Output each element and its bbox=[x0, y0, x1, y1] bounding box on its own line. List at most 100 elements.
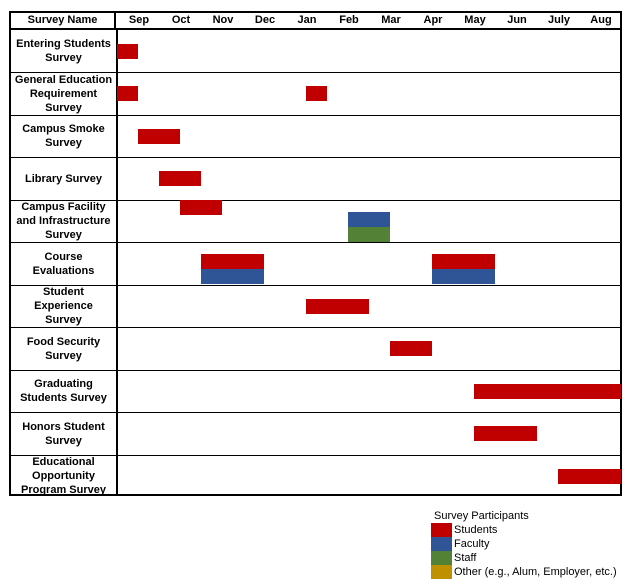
month-header-may: May bbox=[464, 14, 486, 26]
month-header-apr: Apr bbox=[423, 14, 443, 26]
bar-segment-students bbox=[138, 128, 180, 144]
survey-period-bar bbox=[474, 383, 621, 399]
bar-segment-staff bbox=[348, 226, 390, 242]
survey-period-bar bbox=[348, 211, 390, 242]
survey-name: General Education Requirement Survey bbox=[11, 73, 116, 116]
survey-name-line: Student bbox=[43, 286, 84, 299]
month-header-jan: Jan bbox=[297, 14, 317, 26]
survey-name-line: Course bbox=[44, 250, 83, 263]
survey-period-bar bbox=[159, 171, 201, 187]
survey-name-line: Survey bbox=[45, 101, 82, 114]
survey-name-line: Experience bbox=[34, 300, 93, 313]
survey-row: Course Evaluations bbox=[11, 243, 620, 286]
survey-name: Campus Smoke Survey bbox=[11, 115, 116, 158]
survey-name-line: Survey bbox=[45, 52, 82, 65]
survey-row: Library Survey bbox=[11, 158, 620, 201]
survey-name-line: and Infrastructure bbox=[16, 215, 111, 228]
survey-name-line: Requirement bbox=[29, 87, 98, 100]
survey-name: Student Experience Survey bbox=[11, 285, 116, 328]
survey-name-line: Honors Student bbox=[22, 420, 105, 433]
bar-segment-students bbox=[306, 86, 327, 102]
bar-segment-students bbox=[117, 86, 138, 102]
survey-name-line: Opportunity bbox=[32, 470, 95, 483]
legend-item: Staff bbox=[431, 551, 631, 565]
survey-name: Library Survey bbox=[11, 158, 116, 201]
header-row: Survey Name Sep Oct Nov Dec Jan Feb Mar Apr May J… bbox=[11, 13, 620, 30]
bar-segment-students bbox=[201, 254, 264, 269]
survey-name: Educational Opportunity Program Survey bbox=[11, 455, 116, 498]
survey-row: Food Security Survey bbox=[11, 328, 620, 371]
survey-name: Campus Facility and Infrastructure Survey bbox=[11, 200, 116, 243]
bar-segment-students bbox=[474, 426, 537, 442]
bar-segment-students bbox=[558, 468, 621, 484]
survey-period-bar bbox=[306, 298, 369, 314]
row-divider bbox=[11, 454, 620, 456]
bar-segment-students bbox=[474, 383, 621, 399]
month-header-jun: Jun bbox=[507, 14, 527, 26]
survey-period-bar bbox=[117, 86, 138, 102]
month-header-july: July bbox=[547, 14, 570, 26]
bar-segment-students bbox=[306, 298, 369, 314]
survey-period-bar bbox=[117, 43, 138, 59]
survey-period-bar bbox=[432, 254, 495, 284]
legend-item: Students bbox=[431, 523, 631, 537]
row-divider bbox=[11, 72, 620, 73]
survey-name-line: Graduating bbox=[34, 378, 93, 391]
survey-row: Entering Students Survey bbox=[11, 30, 620, 73]
legend-swatch-icon bbox=[431, 523, 452, 537]
survey-period-bar bbox=[180, 200, 222, 215]
survey-name-line: Evaluations bbox=[32, 264, 95, 277]
survey-row: Graduating Students Survey bbox=[11, 370, 621, 413]
survey-row: General Education Requirement Survey bbox=[11, 73, 620, 116]
survey-period-bar bbox=[474, 426, 537, 442]
survey-name-line: Survey bbox=[45, 349, 82, 362]
bar-segment-students bbox=[432, 254, 495, 269]
legend-swatch-icon bbox=[431, 551, 452, 565]
survey-name: Entering Students Survey bbox=[11, 30, 116, 73]
legend-label: Faculty bbox=[454, 538, 490, 550]
month-header-feb: Feb bbox=[339, 14, 359, 26]
legend-item: Faculty bbox=[431, 537, 631, 551]
bar-segment-students bbox=[180, 200, 222, 215]
bar-segment-faculty bbox=[348, 211, 390, 227]
survey-period-bar bbox=[390, 341, 432, 357]
month-header-oct: Oct bbox=[171, 14, 191, 26]
survey-name-line: Library Survey bbox=[24, 172, 103, 185]
survey-period-bar bbox=[138, 128, 180, 144]
legend-label: Students bbox=[454, 524, 498, 536]
survey-name-line: Survey bbox=[45, 314, 82, 327]
survey-name-line: Survey bbox=[45, 229, 82, 242]
legend-label: Other (e.g., Alum, Employer, etc.) bbox=[454, 566, 617, 578]
legend-title: Survey Participants bbox=[434, 510, 529, 522]
row-divider bbox=[11, 284, 620, 286]
month-header-sep: Sep bbox=[128, 14, 150, 26]
row-divider bbox=[11, 369, 620, 371]
month-header-dec: Dec bbox=[254, 14, 276, 26]
survey-row: Campus Smoke Survey bbox=[11, 115, 620, 158]
survey-name: Course Evaluations bbox=[11, 243, 116, 286]
survey-name-line: Entering Students bbox=[16, 38, 111, 51]
month-header-nov: Nov bbox=[212, 14, 234, 26]
row-divider bbox=[11, 199, 620, 201]
survey-period-bar bbox=[306, 86, 327, 102]
legend: Survey Participants Students Faculty Staff… bbox=[431, 510, 631, 585]
survey-name-line: Campus Facility bbox=[21, 201, 106, 214]
survey-name-line: Educational bbox=[32, 456, 95, 469]
survey-row: Honors Student Survey bbox=[11, 413, 620, 456]
survey-name-line: Campus Smoke bbox=[22, 123, 105, 136]
legend-swatch-icon bbox=[431, 537, 452, 551]
survey-gantt-chart: Survey Name Sep Oct Nov Dec Jan Feb Mar Apr May J… bbox=[9, 11, 622, 496]
survey-name-line: General Education bbox=[14, 73, 113, 86]
survey-name-line: Students Survey bbox=[20, 392, 107, 405]
survey-name-line: Survey bbox=[45, 434, 82, 447]
bar-segment-students bbox=[159, 171, 201, 187]
bar-segment-faculty bbox=[432, 269, 495, 284]
survey-row: Educational Opportunity Program Survey bbox=[11, 455, 621, 498]
row-divider bbox=[11, 114, 620, 116]
bar-segment-students bbox=[390, 341, 432, 357]
month-header-aug: Aug bbox=[590, 14, 612, 26]
month-header-mar: Mar bbox=[381, 14, 401, 26]
survey-row: Student Experience Survey bbox=[11, 285, 620, 328]
legend-swatch-icon bbox=[431, 565, 452, 579]
survey-name: Honors Student Survey bbox=[11, 413, 116, 456]
